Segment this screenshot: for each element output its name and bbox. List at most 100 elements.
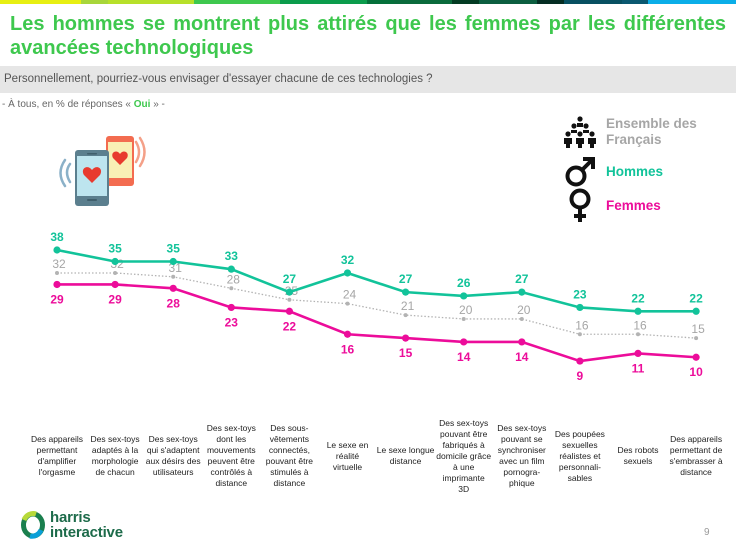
data-label-hommes: 27 <box>283 272 297 286</box>
base-subtitle: - À tous, en % de réponses « Oui » - <box>2 99 165 110</box>
x-tick-label: Des sex-toys pouvant être fabriqués à domic… <box>432 418 496 495</box>
data-label-femmes: 14 <box>457 350 471 364</box>
x-tick-label-line: d'amplifier <box>37 456 77 466</box>
x-tick-label: Le sexe en réalité virtuelle <box>316 440 380 473</box>
data-point-hommes <box>518 288 526 296</box>
x-tick-label-line: stimulés à <box>270 467 309 477</box>
data-point-ensemble-des-fran-ais <box>519 316 524 321</box>
data-point-ensemble-des-fran-ais <box>461 316 466 321</box>
x-tick-label-line: Le sexe en <box>326 439 369 450</box>
x-tick-label-line: 3D <box>458 483 470 494</box>
x-tick-label-line: mouvements <box>206 445 256 455</box>
legend-label-femmes: Femmes <box>606 198 661 213</box>
data-point-hommes <box>111 257 119 266</box>
data-label-femmes: 15 <box>399 346 413 360</box>
brand-bar-segment <box>0 0 81 4</box>
brand-bar-segment <box>394 0 452 4</box>
brand-bar-segment <box>537 0 564 4</box>
data-point-femmes <box>460 338 468 346</box>
x-tick-label-line: distance <box>215 478 248 488</box>
x-tick-label-line: synchroniser <box>497 445 546 455</box>
data-point-ensemble-des-fran-ais <box>577 332 582 337</box>
data-point-femmes <box>634 349 642 358</box>
x-tick-label: Des appareils permettant d'amplifier l'orga… <box>25 434 89 478</box>
subtitle-suffix: » - <box>150 99 165 110</box>
x-tick-label-line: vêtements <box>269 434 309 444</box>
data-label-femmes: 23 <box>225 315 239 329</box>
x-tick-label-line: distance <box>389 456 422 466</box>
brand-bar-segment <box>81 0 108 4</box>
x-tick-label-line: de chacun <box>95 467 135 477</box>
page-number: 9 <box>704 527 710 538</box>
data-label-femmes: 28 <box>167 296 181 310</box>
x-tick-label-line: domicile grâce <box>436 450 492 461</box>
series-line-hommes <box>56 248 697 313</box>
data-label-hommes: 32 <box>341 253 355 267</box>
x-tick-label: Des sous-vêtements connectés, pouvant être… <box>257 423 321 489</box>
legend-label-hommes: Hommes <box>606 164 664 179</box>
x-tick-label: Des sex-toys pouvant se synchroniser avec u… <box>490 423 554 489</box>
brand-bar-segment <box>367 0 394 4</box>
data-label-ensemble-des-fran-ais: 20 <box>459 303 473 317</box>
data-label-ensemble-des-fran-ais: 21 <box>401 299 415 313</box>
x-tick-label-line: utilisateurs <box>152 467 194 477</box>
brand-bar-segment <box>564 0 622 4</box>
x-tick-label-line: Des sex-toys <box>439 417 489 428</box>
data-label-femmes: 22 <box>283 319 297 333</box>
question-banner: Personnellement, pourriez-vous envisager… <box>0 66 736 93</box>
brand-bar-segment <box>108 0 194 4</box>
harris-logo-ring-icon <box>21 511 45 539</box>
x-tick-label-line: Des appareils <box>31 434 83 444</box>
x-tick-label-line: aux désirs des <box>145 456 201 466</box>
data-label-ensemble-des-fran-ais: 15 <box>691 322 705 336</box>
x-tick-label-line: l'orgasme <box>38 467 76 477</box>
brand-bar-segment <box>648 0 736 4</box>
data-point-femmes <box>692 353 700 361</box>
data-point-ensemble-des-fran-ais <box>229 286 234 291</box>
x-tick-label-line: sexuelles <box>562 439 598 450</box>
data-label-ensemble-des-fran-ais: 16 <box>575 318 589 332</box>
connected-phones-icon <box>59 136 146 206</box>
x-tick-label: Des sex-toys adaptés à la morphologie de ch… <box>83 434 147 478</box>
x-tick-label: Des poupées sexuelles réalistes et personna… <box>548 429 612 484</box>
data-label-hommes: 27 <box>515 272 529 286</box>
brand-bar-segment <box>194 0 280 4</box>
x-tick-label-line: Des sous- <box>270 423 309 433</box>
x-tick-label-line: sexuels <box>623 456 653 466</box>
data-label-femmes: 9 <box>577 369 584 383</box>
data-label-ensemble-des-fran-ais: 24 <box>343 288 357 302</box>
legend-item-femmes: Femmes <box>560 186 661 226</box>
x-tick-label-line: peuvent être <box>207 456 255 466</box>
x-tick-label-line: qui s'adaptent <box>146 445 200 455</box>
x-tick-label: Le sexe longue distance <box>374 445 438 467</box>
subtitle-highlight: Oui <box>133 99 151 110</box>
x-tick-label-line: connectés, <box>268 445 310 455</box>
x-tick-label-line: distance <box>273 478 306 488</box>
people-group-icon <box>560 112 600 152</box>
x-tick-label-line: fabriqués à <box>442 439 485 450</box>
logo-line-2: interactive <box>50 524 123 541</box>
data-label-femmes: 16 <box>341 342 355 356</box>
x-tick-label-line: pornogra- <box>503 467 541 477</box>
data-label-femmes: 14 <box>515 350 529 364</box>
x-tick-label-line: personnali- <box>558 461 601 472</box>
x-tick-label-line: phique <box>509 478 535 488</box>
x-tick-label-line: Des appareils <box>670 434 723 444</box>
data-label-ensemble-des-fran-ais: 32 <box>52 257 66 271</box>
x-tick-label-line: avec un film <box>499 456 545 466</box>
data-point-ensemble-des-fran-ais <box>171 274 176 279</box>
brand-color-bar <box>0 0 736 4</box>
x-tick-label-line: Des robots <box>617 445 659 455</box>
x-tick-label-line: réalistes et <box>559 450 601 461</box>
x-tick-label: Des sex-toys dont les mouvements peuvent êt… <box>199 423 263 489</box>
x-tick-label-line: distance <box>680 467 712 477</box>
x-tick-label-line: Des poupées <box>554 428 605 439</box>
data-point-femmes <box>111 280 119 289</box>
data-point-femmes <box>227 303 235 312</box>
legend-item-ensemble: Ensemble des Français <box>560 112 706 152</box>
data-point-hommes <box>634 307 642 315</box>
x-tick-label-line: pouvant être <box>265 456 314 466</box>
data-label-femmes: 29 <box>50 292 64 306</box>
data-label-hommes: 38 <box>50 230 64 244</box>
